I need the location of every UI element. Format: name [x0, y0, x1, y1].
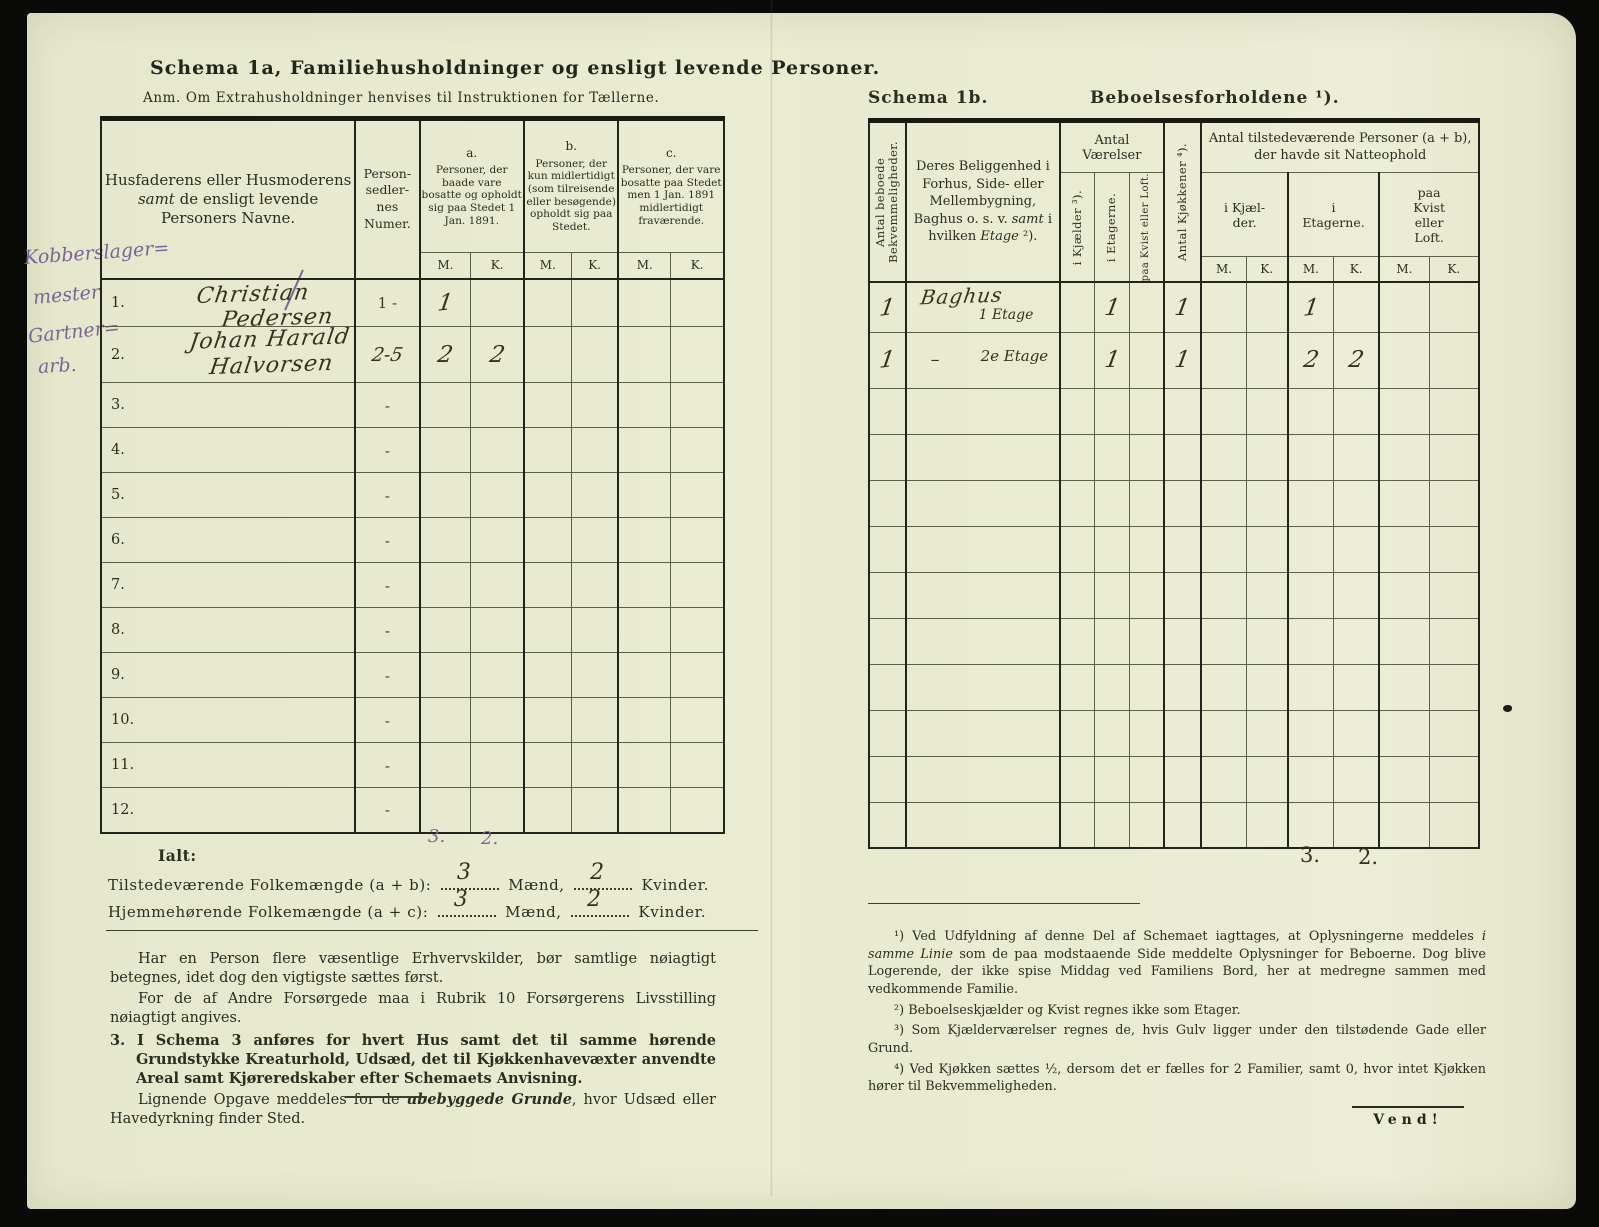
header-np-k: K. — [1428, 256, 1480, 284]
header-natteophold-group: Antal tilstedeværende Personer (a + b), … — [1200, 120, 1480, 173]
footnote: ³) Som Kjælderværelser regnes de, hvis G… — [868, 1023, 1486, 1056]
ialt-label: Ialt: — [158, 846, 197, 865]
footnote: ²) Beboelseskjælder og Kvist regnes ikke… — [894, 1002, 1241, 1018]
handwritten-location-etage: 1 Etage — [978, 307, 1034, 324]
table-row: 7. - — [100, 562, 725, 608]
handwritten-count: 3 — [453, 887, 469, 912]
header-a-m: M. — [418, 252, 472, 280]
table-row — [868, 755, 1480, 803]
header-antal-kjokkener: Antal Kjøkkener ⁴). — [1162, 120, 1202, 284]
table-row — [868, 709, 1480, 757]
ink-blot — [1503, 705, 1512, 712]
header-c-m: M. — [617, 252, 672, 280]
small-rule — [345, 1096, 427, 1098]
table-row — [868, 617, 1480, 665]
dotted-blank: 3 — [440, 860, 499, 890]
schema-1b-table: Antal beboede Bekvemmeligheder. Deres Be… — [868, 118, 1480, 850]
summary-line-present: Tilstedeværende Folkemængde (a + b): 3 M… — [108, 860, 710, 894]
table-row: 5. - — [100, 472, 725, 518]
left-page-title: Schema 1a, Familiehusholdninger og ensli… — [150, 57, 881, 79]
header-vaerelser-kjaelder: i Kjælder ³). — [1059, 172, 1096, 284]
header-antal-vaerelser: Antal Værelser — [1059, 120, 1165, 173]
header-natteophold-kvist: paa Kvist eller Loft. — [1378, 171, 1480, 258]
table-row: 1 – 2e Etage 1 1 2 2 — [868, 331, 1480, 389]
table-row: 2. Johan Harald Halvorsen 2-5 2 2 — [100, 326, 725, 383]
footnote: ⁴) Ved Kjøkken sættes ½, dersom det er f… — [868, 1061, 1486, 1095]
table-row — [868, 387, 1480, 435]
header-nk-m: M. — [1200, 256, 1247, 284]
header-col-b: b. Personer, der kun midlertidigt (som t… — [522, 118, 619, 253]
instructions-block: Har en Person flere væsentlige Erhvervsk… — [110, 950, 716, 1131]
header-names: Husfaderens eller Husmoderens samt de en… — [100, 118, 356, 280]
header-vaerelser-etagerne: i Etagerne. — [1094, 172, 1130, 284]
dotted-blank: 2 — [574, 860, 633, 890]
right-page-schema-label: Schema 1b. — [868, 88, 989, 108]
footnote-rule — [868, 903, 1140, 904]
book-crease — [770, 0, 773, 1196]
dotted-blank: 3 — [437, 887, 496, 917]
header-ne-m: M. — [1286, 256, 1335, 284]
table-row: 8. - — [100, 607, 725, 653]
table-row: 4. - — [100, 427, 725, 473]
schema-1a-table: Husfaderens eller Husmoderens samt de en… — [100, 116, 725, 834]
header-col-c: c. Personer, der vare bosatte paa Stedet… — [617, 118, 725, 253]
footnote: ¹) Ved Udfyldning af denne Del af Schema… — [868, 929, 1486, 997]
right-page-title: Beboelsesforholdene ¹). — [1090, 88, 1340, 108]
instruction-paragraph: Lignende Opgave meddeles for de ubebygge… — [110, 1090, 716, 1127]
handwritten-total-k: 2. — [481, 828, 499, 849]
header-beliggenhed: Deres Beliggenhed i Forhus, Side- eller … — [904, 120, 1061, 284]
handwritten-total-k: 2. — [1358, 845, 1379, 869]
handwritten-name: Halvorsen — [207, 350, 336, 381]
header-bekvemmeligheder: Antal beboede Bekvemmeligheder. — [868, 120, 907, 284]
header-natteophold-kjaelder: i Kjæl- der. — [1200, 171, 1289, 258]
left-page-subtitle: Anm. Om Extrahusholdninger henvises til … — [143, 90, 660, 106]
separator-rule — [106, 930, 758, 931]
header-np-m: M. — [1378, 256, 1430, 284]
summary-line-resident: Hjemmehørende Folkemængde (a + c): 3 Mæn… — [108, 887, 707, 921]
table-row — [868, 663, 1480, 711]
handwritten-total-m: 3. — [428, 826, 446, 847]
dotted-blank: 2 — [571, 887, 630, 917]
table-row — [868, 571, 1480, 619]
instruction-paragraph: Har en Person flere væsentlige Erhvervsk… — [110, 951, 716, 987]
header-c-k: K. — [670, 252, 725, 280]
table-row: 3. - — [100, 382, 725, 428]
table-row — [868, 525, 1480, 573]
header-vaerelser-kvist: paa Kvist eller Loft. — [1128, 172, 1165, 284]
instruction-paragraph: For de af Andre Forsørgede maa i Rubrik … — [110, 991, 716, 1027]
table-row — [868, 479, 1480, 527]
handwritten-total-m: 3. — [1300, 843, 1321, 867]
table-row: 9. - — [100, 652, 725, 698]
handwritten-location-etage: 2e Etage — [980, 346, 1049, 365]
margin-note-occupation-4: arb. — [37, 354, 78, 378]
header-b-k: K. — [570, 252, 619, 280]
table-row: 12. - — [100, 787, 725, 833]
handwritten-location: – — [930, 348, 940, 370]
handwritten-count: 3 — [456, 860, 472, 885]
table-row — [868, 433, 1480, 481]
instruction-paragraph: 3. I Schema 3 anføres for hvert Hus samt… — [110, 1031, 716, 1087]
handwritten-name: Christian — [194, 279, 312, 309]
table-row: 6. - — [100, 517, 725, 563]
handwritten-name: Pedersen — [219, 303, 336, 327]
header-b-m: M. — [522, 252, 572, 280]
footnotes-block: ¹) Ved Udfyldning af denne Del af Schema… — [868, 928, 1486, 1099]
header-ne-k: K. — [1333, 256, 1380, 284]
table-row: 1 Baghus 1 Etage 1 1 1 — [868, 281, 1480, 333]
vend-turn-page-label: Vend! — [1352, 1106, 1464, 1128]
table-row: 11. - — [100, 742, 725, 788]
handwritten-count: 2 — [590, 860, 605, 885]
header-a-k: K. — [470, 252, 525, 280]
table-row — [868, 801, 1480, 849]
table-row: 1. Christian Pedersen 1 - 1 — [100, 278, 725, 327]
header-natteophold-etagerne: i Etagerne. — [1286, 171, 1380, 258]
handwritten-count: 2 — [587, 887, 602, 912]
header-col-a: a. Personer, der baade vare bosatte og o… — [418, 118, 525, 253]
table-row: 10. - — [100, 697, 725, 743]
header-nk-k: K. — [1245, 256, 1289, 284]
header-person-number: Person- sedler- nes Numer. — [354, 118, 421, 280]
handwritten-location: Baghus — [918, 282, 1004, 310]
